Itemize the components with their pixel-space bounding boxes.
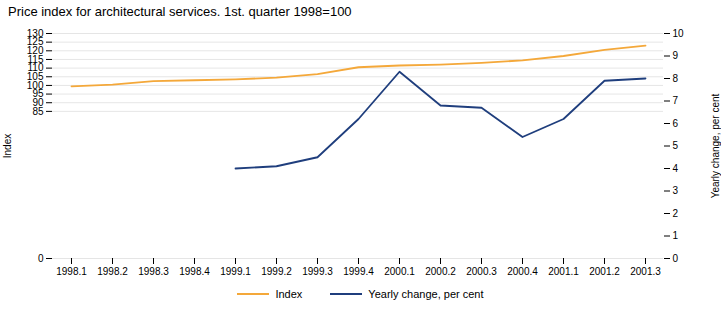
- svg-text:Index: Index: [2, 134, 13, 158]
- svg-text:2000.4: 2000.4: [507, 266, 538, 277]
- svg-text:2001.1: 2001.1: [548, 266, 579, 277]
- svg-text:85: 85: [32, 105, 44, 117]
- svg-text:1999.1: 1999.1: [220, 266, 251, 277]
- svg-text:7: 7: [673, 95, 679, 106]
- svg-text:105: 105: [26, 71, 44, 82]
- html-text:Price index for architectural: Price index for architectural services. …: [8, 4, 352, 19]
- svg-text:6: 6: [673, 118, 679, 129]
- svg-text:1999.4: 1999.4: [343, 266, 374, 277]
- html-text:Yearly change, per cent: Yearly change, per cent: [368, 288, 484, 300]
- svg-text:1998.3: 1998.3: [138, 266, 169, 277]
- svg-text:10: 10: [673, 28, 685, 39]
- svg-text:95: 95: [32, 88, 44, 100]
- html-text:Index: Index: [275, 288, 303, 300]
- svg-text:0: 0: [38, 253, 44, 264]
- svg-text:3: 3: [673, 185, 679, 196]
- svg-text:1999.3: 1999.3: [302, 266, 333, 277]
- svg-text:90: 90: [32, 96, 44, 108]
- svg-text:1998.1: 1998.1: [56, 266, 87, 277]
- svg-text:1: 1: [673, 230, 679, 241]
- svg-text:130: 130: [27, 28, 44, 39]
- svg-text:1998.2: 1998.2: [97, 266, 128, 277]
- svg-text:4: 4: [673, 163, 679, 174]
- svg-text:2: 2: [673, 208, 679, 219]
- svg-text:1999.2: 1999.2: [261, 266, 292, 277]
- svg-text:110: 110: [27, 62, 44, 74]
- svg-text:2000.1: 2000.1: [384, 266, 415, 277]
- svg-text:Yearly change, per cent: Yearly change, per cent: [710, 93, 721, 198]
- svg-text:5: 5: [673, 140, 679, 151]
- svg-text:2000.3: 2000.3: [466, 266, 497, 277]
- svg-text:115: 115: [27, 53, 44, 65]
- svg-text:9: 9: [673, 50, 679, 61]
- svg-text:0: 0: [673, 253, 679, 264]
- svg-text:8: 8: [673, 73, 679, 84]
- svg-text:100: 100: [26, 79, 44, 91]
- svg-text:2001.3: 2001.3: [630, 266, 661, 277]
- svg-text:2000.2: 2000.2: [425, 266, 456, 277]
- svg-text:120: 120: [26, 45, 44, 56]
- svg-text:1998.4: 1998.4: [179, 266, 210, 277]
- svg-text:125: 125: [26, 36, 44, 48]
- svg-text:2001.2: 2001.2: [589, 266, 620, 277]
